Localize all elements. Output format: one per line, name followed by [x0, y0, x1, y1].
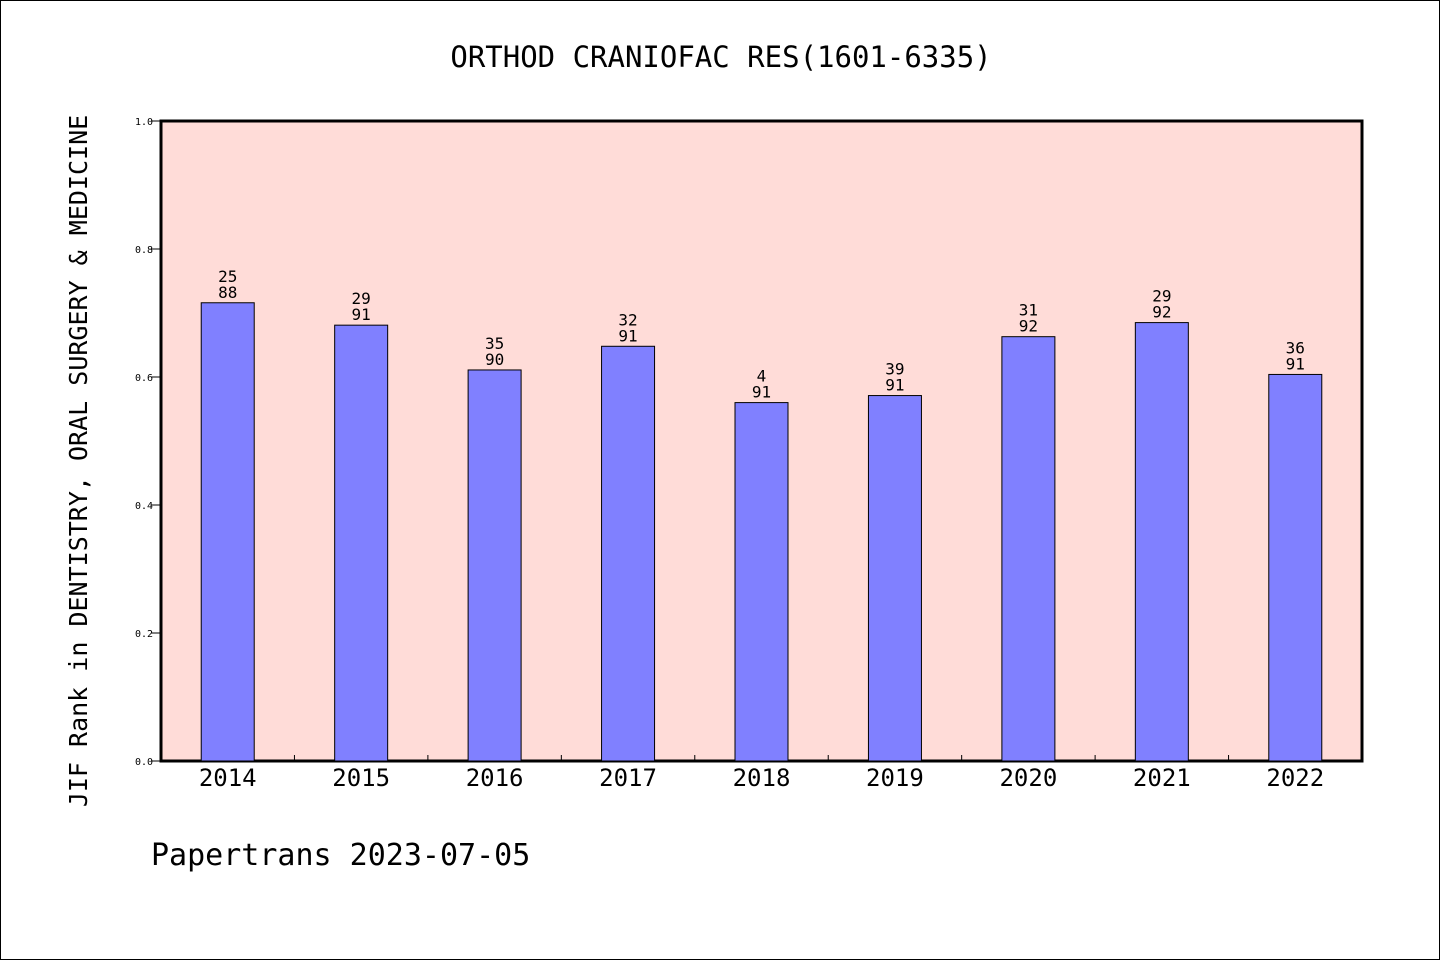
x-tick-label: 2022 — [1266, 764, 1324, 792]
x-tick-label: 2017 — [599, 764, 657, 792]
chart-title: ORTHOD CRANIOFAC RES(1601-6335) — [450, 40, 991, 74]
bar-rank-label: 29 — [1152, 287, 1171, 306]
x-tick-label: 2015 — [332, 764, 390, 792]
bar-total-label: 91 — [1286, 354, 1305, 373]
bars — [200, 302, 1323, 762]
bar-total-label: 91 — [885, 376, 904, 395]
bar-rank-label: 25 — [218, 267, 237, 286]
bar-2021 — [1134, 322, 1189, 762]
bar-2014 — [200, 302, 255, 762]
y-tick-label: 0.4 — [135, 501, 153, 512]
bar-2015 — [334, 324, 389, 762]
bar-2019 — [867, 395, 922, 762]
bar-total-label: 88 — [218, 283, 237, 302]
x-tick-label: 2018 — [733, 764, 791, 792]
bar-2022 — [1268, 373, 1323, 762]
y-axis-label: JIF Rank in DENTISTRY, ORAL SURGERY & ME… — [64, 115, 93, 807]
footer-text: Papertrans 2023-07-05 — [151, 838, 530, 873]
bar-total-label: 91 — [352, 305, 371, 324]
y-axis-ticks: 0.0 0.2 0.4 0.6 0.8 1.0 — [135, 117, 161, 768]
x-tick-label: 2016 — [466, 764, 524, 792]
bar-rank-label: 4 — [757, 367, 767, 386]
bar-2020 — [1001, 336, 1056, 762]
y-tick-label: 0.6 — [135, 373, 153, 384]
bar-total-label: 92 — [1152, 303, 1171, 322]
x-tick-label: 2019 — [866, 764, 924, 792]
bar-total-label: 91 — [752, 383, 771, 402]
x-tick-label: 2021 — [1133, 764, 1191, 792]
bar-2017 — [601, 345, 656, 762]
y-tick-label: 0.2 — [135, 629, 153, 640]
bar-rank-label: 35 — [485, 334, 504, 353]
bar-rank-label: 36 — [1286, 338, 1305, 357]
x-tick-label: 2020 — [999, 764, 1057, 792]
bar-total-label: 92 — [1019, 317, 1038, 336]
bar-rank-label: 31 — [1019, 301, 1038, 320]
bar-total-label: 91 — [618, 326, 637, 345]
bar-2018 — [734, 402, 789, 762]
x-axis-ticks: 2014 2015 2016 2017 2018 2019 2020 2021 2022 — [199, 755, 1324, 792]
bar-rank-label: 39 — [885, 360, 904, 379]
x-tick-label: 2014 — [199, 764, 257, 792]
bar-rank-label: 32 — [618, 310, 637, 329]
bar-total-label: 90 — [485, 350, 504, 369]
y-tick-label: 0.8 — [135, 245, 153, 256]
bar-2016 — [467, 369, 522, 762]
bar-rank-label: 29 — [352, 289, 371, 308]
y-tick-label: 0.0 — [135, 757, 153, 768]
y-tick-label: 1.0 — [135, 117, 153, 128]
